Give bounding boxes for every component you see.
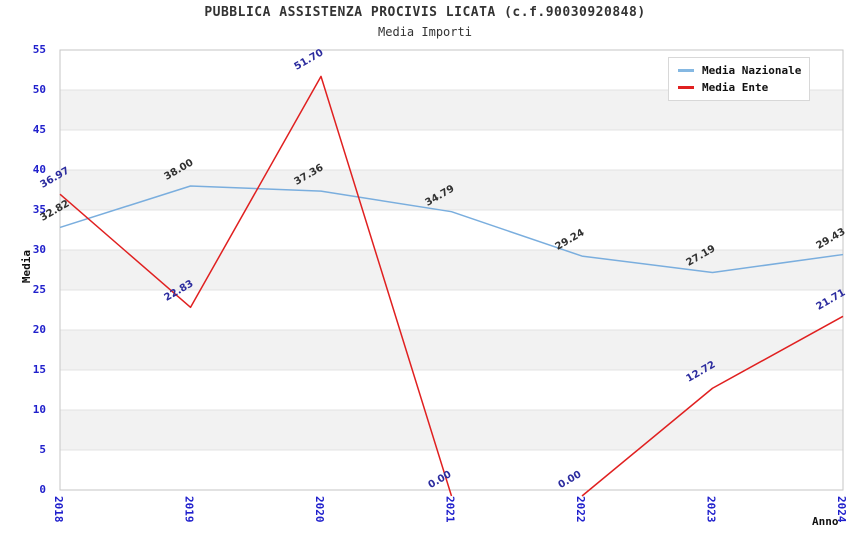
y-tick-label: 55 bbox=[32, 43, 46, 56]
y-tick-label: 45 bbox=[32, 123, 46, 136]
grid-band bbox=[60, 410, 843, 450]
y-tick-label: 35 bbox=[32, 203, 46, 216]
y-tick-label: 20 bbox=[32, 323, 46, 336]
y-tick-label: 25 bbox=[32, 283, 46, 296]
chart-subtitle: Media Importi bbox=[378, 25, 472, 39]
y-tick-label: 5 bbox=[39, 443, 46, 456]
series-line-ente bbox=[59, 75, 453, 497]
grid-band bbox=[60, 330, 843, 370]
x-tick-label: 2020 bbox=[313, 496, 326, 523]
y-tick-label: 50 bbox=[32, 83, 46, 96]
series-line-nazionale bbox=[59, 185, 844, 274]
x-tick-label: 2019 bbox=[182, 496, 196, 523]
legend-item-media-nazionale: Media Nazionale bbox=[669, 64, 809, 77]
series-line-ente bbox=[581, 315, 844, 497]
x-tick-label: 2024 bbox=[835, 496, 848, 523]
legend-marker-blue-line-icon bbox=[678, 69, 694, 72]
legend-marker-red-line-icon bbox=[678, 86, 694, 89]
grid-band bbox=[60, 170, 843, 210]
x-tick-label: 2022 bbox=[574, 496, 587, 523]
y-tick-label: 30 bbox=[32, 243, 46, 256]
x-tick-label: 2023 bbox=[704, 496, 718, 523]
legend-label: Media Nazionale bbox=[702, 64, 802, 77]
legend-item-media-ente: Media Ente bbox=[669, 81, 809, 94]
legend-label: Media Ente bbox=[702, 81, 769, 94]
legend: Media Nazionale Media Ente bbox=[668, 57, 810, 101]
x-tick-label: 2021 bbox=[443, 496, 457, 523]
plot-border bbox=[59, 49, 844, 491]
chart-title: PUBBLICA ASSISTENZA PROCIVIS LICATA (c.f… bbox=[204, 5, 646, 20]
x-tick-label: 2018 bbox=[52, 496, 65, 523]
y-tick-label: 10 bbox=[32, 403, 46, 416]
grid-band bbox=[60, 250, 843, 290]
y-tick-label: 15 bbox=[32, 363, 46, 376]
y-tick-label: 40 bbox=[32, 163, 46, 176]
y-tick-label: 0 bbox=[39, 483, 46, 496]
x-axis-title: Anno bbox=[812, 515, 839, 528]
